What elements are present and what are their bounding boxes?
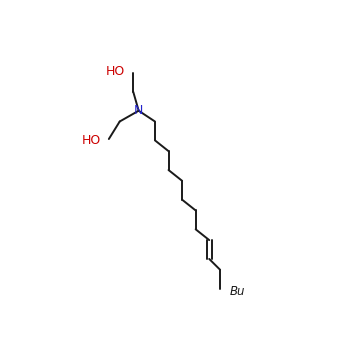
Text: HO: HO xyxy=(106,65,125,78)
Text: N: N xyxy=(134,104,144,117)
Text: HO: HO xyxy=(82,134,101,147)
Text: Bu: Bu xyxy=(230,285,245,298)
